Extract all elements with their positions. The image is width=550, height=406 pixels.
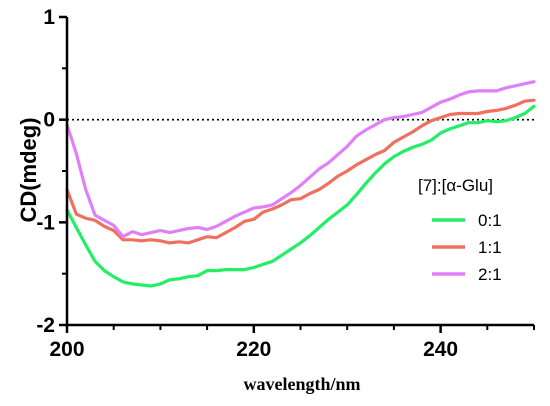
- y-tick-label: 1: [43, 6, 55, 29]
- axes: -2 -1 0 1 200 220 240: [36, 6, 535, 361]
- plot-area: [65, 80, 536, 288]
- y-tick-label: -1: [36, 211, 55, 234]
- legend-label-0-1: 0:1: [478, 211, 502, 230]
- y-axis-label: CD(mdeg): [16, 117, 41, 222]
- series-line-0-1: [65, 104, 536, 288]
- x-axis-label: wavelength/nm: [244, 374, 361, 394]
- series-line-2-1: [65, 80, 536, 239]
- legend-title: [7]:[α-Glu]: [418, 176, 493, 195]
- y-tick-label: -2: [36, 314, 55, 337]
- x-tick-label: 240: [423, 338, 458, 361]
- x-tick-label: 200: [49, 338, 84, 361]
- series-line-1-1: [65, 98, 536, 245]
- legend-label-1-1: 1:1: [478, 238, 502, 257]
- y-tick-label: 0: [43, 109, 55, 132]
- legend-label-2-1: 2:1: [478, 265, 502, 284]
- x-tick-label: 220: [236, 338, 271, 361]
- legend: [7]:[α-Glu] 0:1 1:1 2:1: [418, 176, 502, 284]
